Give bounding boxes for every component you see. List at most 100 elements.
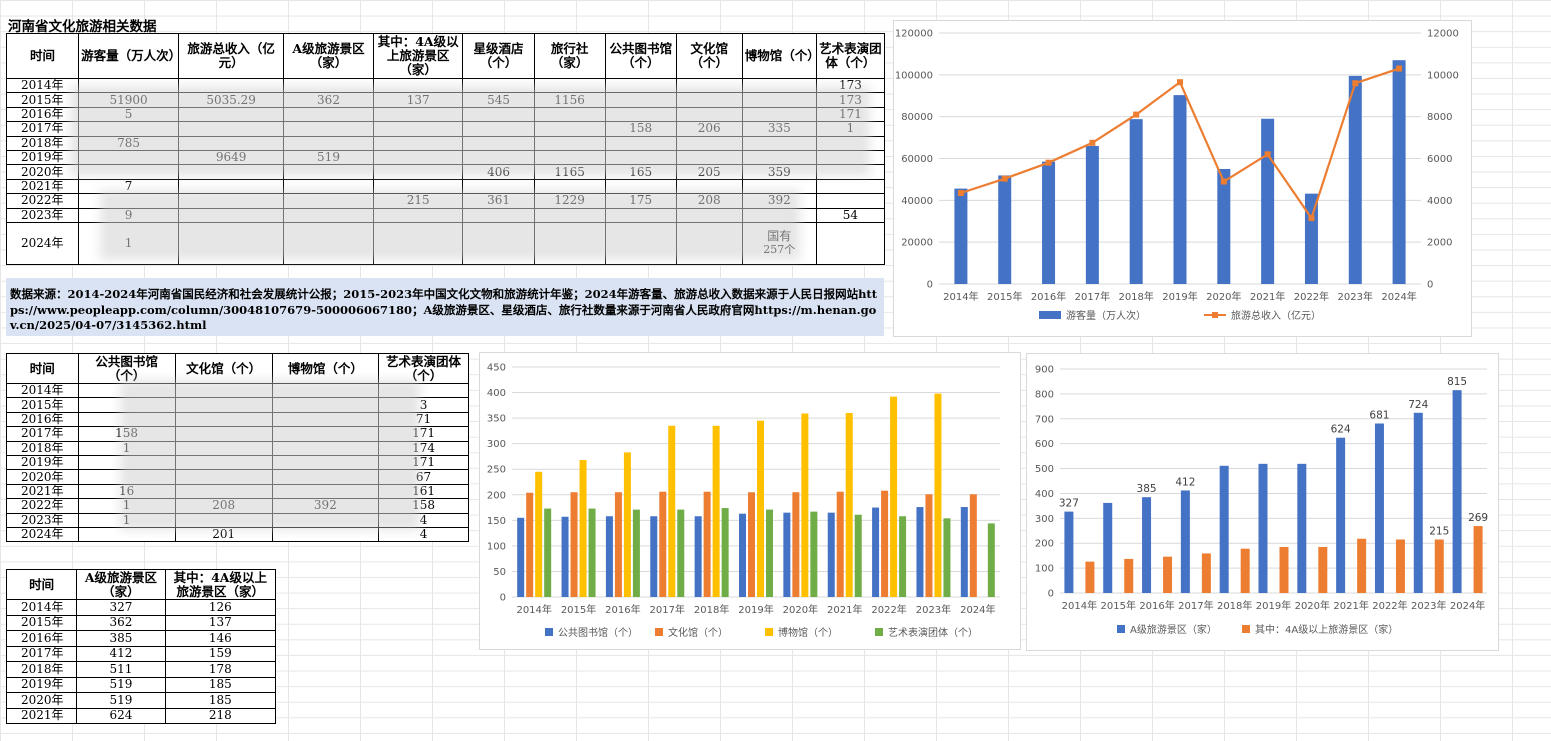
year-cell[interactable]: 2019年 xyxy=(6,454,79,471)
column-header: 博物馆（个） xyxy=(741,33,817,79)
year-cell[interactable]: 2016年 xyxy=(5,630,78,647)
x-tick-label: 2021年 xyxy=(1250,290,1285,303)
x-tick-label: 2024年 xyxy=(960,603,995,616)
year-cell[interactable]: 2018年 xyxy=(5,135,80,151)
table-cell[interactable]: 412 xyxy=(76,645,166,662)
year-cell[interactable]: 2023年 xyxy=(6,512,79,528)
column-header: 旅游总收入（亿元） xyxy=(178,33,285,79)
table-cell[interactable] xyxy=(815,221,886,265)
bar xyxy=(954,188,968,284)
table-cell[interactable]: 126 xyxy=(164,599,277,616)
table-cell[interactable]: 4 xyxy=(378,526,469,543)
year-cell[interactable]: 2016年 xyxy=(5,106,80,123)
year-cell[interactable]: 2020年 xyxy=(5,164,80,180)
table1-title: 河南省文化旅游相关数据 xyxy=(8,19,157,35)
blur-overlay xyxy=(100,190,800,260)
table-cell[interactable]: 385 xyxy=(76,630,166,647)
year-cell[interactable]: 2021年 xyxy=(5,707,78,724)
year-cell[interactable]: 2015年 xyxy=(6,397,79,413)
bar xyxy=(588,508,596,597)
bar xyxy=(677,509,685,597)
y-tick-label: 500 xyxy=(1035,464,1054,475)
table-cell[interactable]: 362 xyxy=(76,614,166,631)
x-tick-label: 2014年 xyxy=(943,290,978,303)
year-cell[interactable]: 2016年 xyxy=(6,411,79,428)
x-tick-label: 2023年 xyxy=(1411,599,1446,612)
table-cell[interactable]: 137 xyxy=(164,614,277,631)
year-cell[interactable]: 2022年 xyxy=(6,498,79,514)
chart-culture[interactable]: 0 50 100 150 200 250 300 350 400 450 2014年 2015年 201… xyxy=(479,352,1021,650)
year-cell[interactable]: 2020年 xyxy=(6,469,79,485)
year-cell[interactable]: 2014年 xyxy=(5,599,78,616)
table-cell[interactable]: 511 xyxy=(76,661,166,678)
bar xyxy=(1129,119,1143,284)
bar xyxy=(854,514,862,597)
table-cell[interactable]: 54 xyxy=(815,207,886,223)
x-tick-label: 2021年 xyxy=(1333,599,1368,612)
bar xyxy=(1085,145,1099,284)
column-header: 公共图书馆（个） xyxy=(77,353,176,384)
bar xyxy=(748,492,755,597)
year-cell[interactable]: 2021年 xyxy=(5,178,80,195)
year-cell[interactable]: 2014年 xyxy=(6,382,79,399)
year-cell[interactable]: 2024年 xyxy=(5,221,80,265)
table-cell[interactable]: 624 xyxy=(76,707,166,724)
bar xyxy=(1085,561,1095,593)
year-cell[interactable]: 2014年 xyxy=(5,77,80,94)
x-tick-label: 2015年 xyxy=(561,603,596,616)
year-cell[interactable]: 2017年 xyxy=(5,645,78,662)
year-cell[interactable]: 2019年 xyxy=(5,149,80,166)
table-cell[interactable]: 146 xyxy=(164,630,277,647)
column-header: 博物馆（个） xyxy=(271,353,380,384)
x-tick-label: 2019年 xyxy=(1162,290,1197,303)
bar xyxy=(827,512,835,597)
year-cell[interactable]: 2019年 xyxy=(5,676,78,693)
table-cell[interactable]: 519 xyxy=(76,676,166,693)
table-cell[interactable] xyxy=(815,193,886,209)
year-cell[interactable]: 2015年 xyxy=(5,614,78,631)
table-cell[interactable]: 185 xyxy=(164,692,277,709)
y-tick-label: 300 xyxy=(487,439,506,450)
table-cell[interactable] xyxy=(815,178,886,195)
year-cell[interactable]: 2020年 xyxy=(5,692,78,709)
x-tick-label: 2018年 xyxy=(1217,599,1252,612)
y-tick-label: 20000 xyxy=(901,238,933,249)
year-cell[interactable]: 2017年 xyxy=(6,426,79,442)
table-cell[interactable]: 327 xyxy=(76,599,166,616)
column-header: 星级酒店（个） xyxy=(462,33,535,79)
table-cell[interactable]: 178 xyxy=(164,661,277,678)
table-cell[interactable]: 159 xyxy=(164,645,277,662)
bar xyxy=(1142,497,1152,593)
year-cell[interactable]: 2023年 xyxy=(5,207,80,223)
legend-label: 艺术表演团体（个） xyxy=(888,626,978,639)
bar xyxy=(1163,556,1173,593)
chart-tourism-svg: 0 20000 40000 60000 80000 100000 120000 0 2000 40… xyxy=(895,29,1459,323)
chart-tourism[interactable]: 0 20000 40000 60000 80000 100000 120000 0 2000 40… xyxy=(893,20,1472,337)
table-cell[interactable]: 519 xyxy=(76,692,166,709)
chart-scenic[interactable]: 0 100 200 300 400 500 600 700 800 900 2014年 2015年 20… xyxy=(1026,353,1499,651)
table-row: 2015年 362 137 xyxy=(5,614,277,631)
year-cell[interactable]: 2018年 xyxy=(6,440,79,456)
y-tick-label: 60000 xyxy=(901,154,933,165)
legend-swatch xyxy=(765,628,773,636)
bar xyxy=(916,507,924,597)
x-tick-label: 2020年 xyxy=(1295,599,1330,612)
y-tick-label: 300 xyxy=(1035,514,1054,525)
legend-label: 文化馆（个） xyxy=(668,626,728,639)
x-tick-label: 2017年 xyxy=(1178,599,1213,612)
year-cell[interactable]: 2024年 xyxy=(6,526,79,543)
y2-tick-label: 6000 xyxy=(1427,154,1452,165)
table-cell[interactable]: 218 xyxy=(164,707,277,724)
legend-label: 公共图书馆（个） xyxy=(558,626,638,639)
table-cell[interactable]: 185 xyxy=(164,676,277,693)
year-cell[interactable]: 2018年 xyxy=(5,661,78,678)
year-cell[interactable]: 2021年 xyxy=(6,483,79,500)
legend-swatch xyxy=(1117,625,1125,633)
y-tick-label: 450 xyxy=(487,363,506,374)
table-row: 2021年 624 218 xyxy=(5,707,277,724)
year-cell[interactable]: 2017年 xyxy=(5,121,80,137)
year-cell[interactable]: 2022年 xyxy=(5,193,80,209)
year-cell[interactable]: 2015年 xyxy=(5,92,80,108)
legend-swatch xyxy=(545,628,553,636)
bar xyxy=(987,523,995,597)
